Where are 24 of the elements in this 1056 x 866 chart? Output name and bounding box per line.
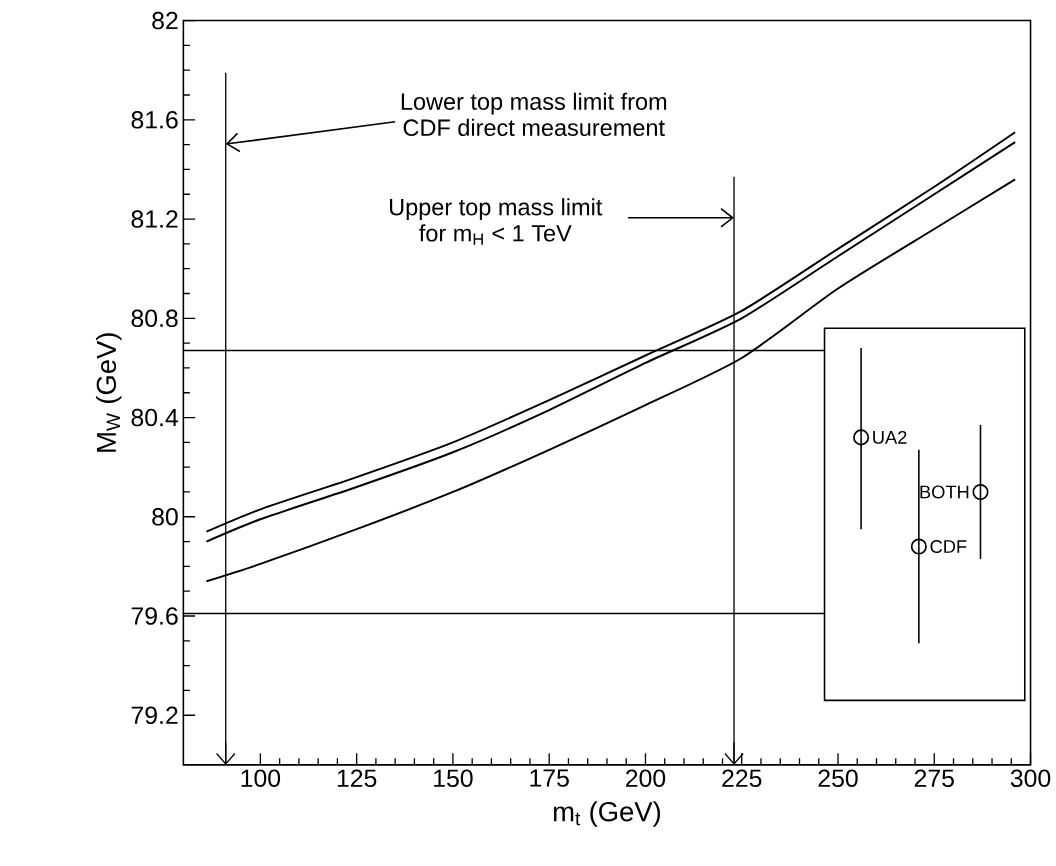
y-tick-label: 81.6 [131,111,178,129]
ref-line-label: Upper top mass limit for m$_{H}$ < 1 TeV [389,198,603,245]
x-tick-label: 100 [241,769,281,788]
x-tick-label: 225 [722,769,762,788]
y-tick-label: 80.8 [131,309,178,328]
x-tick-label: 200 [626,769,666,788]
series-label: UA2 [873,431,907,444]
y-tick-label: 79.2 [131,706,178,725]
y-tick-label: 80.4 [131,408,179,427]
ref-line-label: Lower top mass limit from CDF direct measurement [401,92,667,137]
x-tick-label: 150 [434,769,473,788]
y-tick-label: 79.6 [131,607,178,625]
x-tick-label: 175 [530,769,569,787]
y-tick-label: 80 [152,508,178,526]
x-axis-title: m$_{t}$ (GeV) [553,801,661,827]
series-label: BOTH [920,485,969,499]
x-tick-label: 300 [1010,769,1051,788]
y-tick-label: 82 [152,11,178,30]
x-tick-label: 250 [818,769,858,788]
y-tick-label: 81.2 [131,210,178,228]
series-label: CDF [930,540,967,554]
x-tick-label: 125 [337,769,377,788]
y-axis-title: M$_{W}$ (GeV) [95,333,122,452]
x-tick-label: 275 [914,769,954,788]
